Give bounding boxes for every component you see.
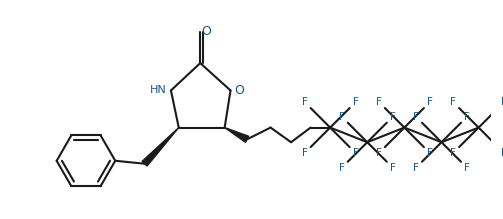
Text: F: F — [464, 112, 470, 122]
Text: F: F — [427, 97, 433, 107]
Text: F: F — [427, 148, 433, 158]
Text: F: F — [501, 148, 503, 158]
Text: F: F — [464, 163, 470, 173]
Text: F: F — [353, 97, 359, 107]
Text: F: F — [413, 163, 419, 173]
Text: F: F — [339, 163, 345, 173]
Text: F: F — [413, 112, 419, 122]
Text: F: F — [450, 97, 456, 107]
Text: F: F — [390, 112, 395, 122]
Text: F: F — [390, 163, 395, 173]
Text: F: F — [353, 148, 359, 158]
Text: F: F — [450, 148, 456, 158]
Text: F: F — [302, 148, 308, 158]
Text: O: O — [201, 25, 211, 38]
Polygon shape — [225, 128, 248, 142]
Polygon shape — [142, 128, 179, 166]
Text: HN: HN — [150, 85, 166, 95]
Text: F: F — [376, 97, 382, 107]
Text: F: F — [339, 112, 345, 122]
Text: F: F — [302, 97, 308, 107]
Text: O: O — [234, 84, 244, 97]
Text: F: F — [501, 97, 503, 107]
Text: F: F — [376, 148, 382, 158]
